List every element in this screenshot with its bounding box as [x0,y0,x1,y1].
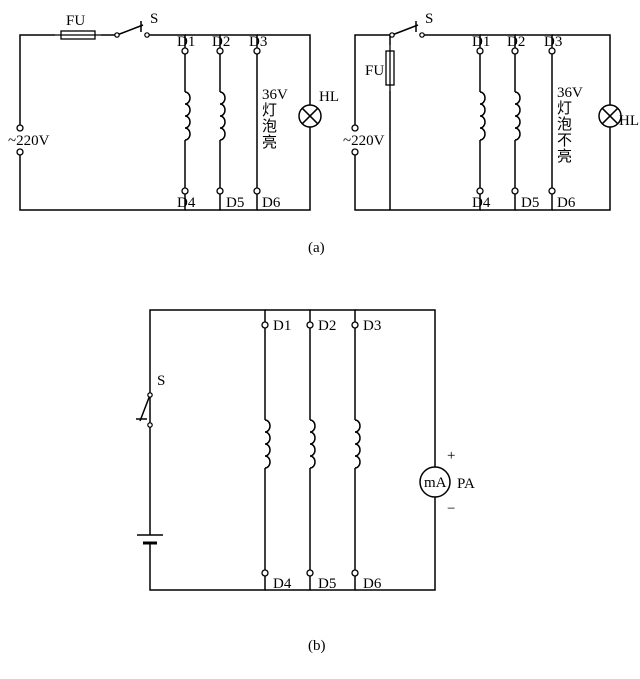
fuse-label: FU [365,63,384,79]
terminal-d1: D1 [177,34,195,50]
terminal-d1: D1 [472,34,490,50]
terminal-d6: D6 [363,576,382,592]
lamp-icon [599,105,621,127]
terminal-d3: D3 [363,318,381,334]
circuit-b: mA S D1 D2 D3 D4 D5 D6 + − PA [136,310,475,592]
terminal-d3: D3 [544,34,562,50]
terminal-d4: D4 [177,195,196,211]
bulb-off-text: 泡 [557,116,572,133]
bulb-on-text: 灯 [262,102,277,119]
circuit-a-right: FU S D1 D2 D3 D4 D5 D6 36V 灯 泡 不 亮 HL ~2… [343,11,639,211]
source-label: ~220V [343,133,385,149]
terminal-d4: D4 [273,576,292,592]
source-label: ~220V [8,133,50,149]
switch-label: S [425,11,433,27]
terminal-d2: D2 [507,34,525,50]
terminal-d6: D6 [262,195,281,211]
fuse-icon [386,45,394,91]
terminal-d1: D1 [273,318,291,334]
milliammeter-unit: mA [424,475,447,491]
bulb-on-text: 泡 [262,118,277,135]
terminal-d5: D5 [318,576,336,592]
meter-plus: + [447,448,455,464]
voltage-36v: 36V [557,85,583,101]
meter-minus: − [447,501,455,517]
terminal-d4: D4 [472,195,491,211]
switch-icon [115,21,149,37]
fuse-label: FU [66,13,85,29]
terminal-d5: D5 [226,195,244,211]
lamp-label: HL [619,113,639,129]
bulb-off-text: 灯 [557,100,572,117]
terminal-d3: D3 [249,34,267,50]
bulb-off-text: 亮 [557,148,572,165]
fuse-icon [55,31,101,39]
lamp-label: HL [319,89,339,105]
terminal-d2: D2 [318,318,336,334]
switch-icon [390,21,424,37]
bulb-off-text: 不 [557,133,572,149]
switch-label: S [157,373,165,389]
switch-label: S [150,11,158,27]
terminal-d6: D6 [557,195,576,211]
circuit-a-left: FU S D1 D2 D3 D4 D5 D6 36V 灯 泡 亮 HL ~220… [8,11,339,211]
meter-label: PA [457,476,475,492]
bulb-on-text: 亮 [262,134,277,151]
subfigure-b-label: (b) [308,638,326,654]
terminal-d2: D2 [212,34,230,50]
terminal-d5: D5 [521,195,539,211]
voltage-36v: 36V [262,87,288,103]
subfigure-a-label: (a) [308,240,325,256]
lamp-icon [299,105,321,127]
